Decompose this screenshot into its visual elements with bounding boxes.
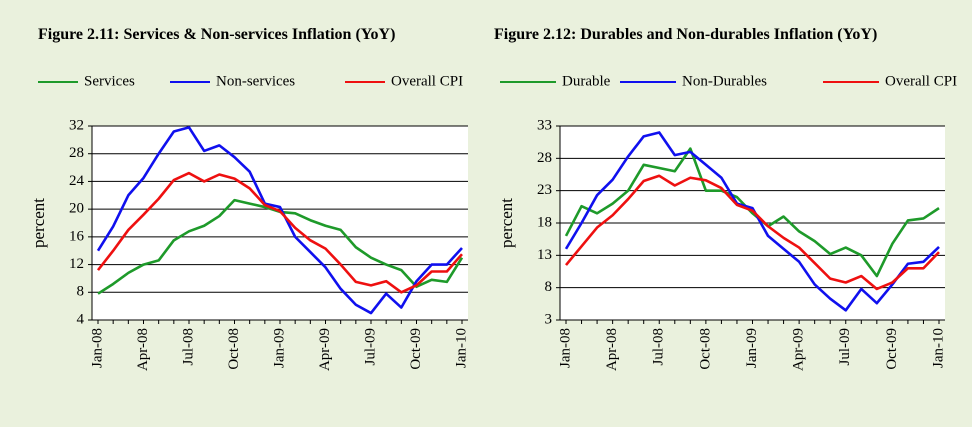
x-tick-label: Oct-08 (226, 328, 242, 370)
series-line (564, 147, 940, 278)
legend-label: Services (84, 73, 135, 89)
y-tick-label: 28 (69, 145, 84, 161)
y-tick-label: 13 (537, 247, 552, 263)
x-tick-label: Jan-10 (930, 328, 946, 368)
y-tick-label: 4 (77, 311, 85, 327)
series-line (564, 131, 940, 312)
y-tick-label: 8 (77, 284, 85, 300)
chart-title: Figure 2.12: Durables and Non-durables I… (494, 26, 878, 43)
x-tick-label: Jul-08 (651, 328, 667, 366)
series-line (564, 174, 940, 291)
y-tick-label: 16 (69, 228, 85, 244)
x-tick-label: Jan-10 (453, 328, 469, 368)
x-tick-label: Oct-08 (697, 328, 713, 370)
legend-label: Durable (562, 73, 611, 89)
y-tick-label: 20 (69, 201, 84, 217)
y-tick-label: 32 (69, 117, 84, 133)
legend-label: Non-services (216, 73, 295, 89)
x-tick-label: Apr-09 (317, 328, 333, 371)
x-tick-label: Jul-09 (362, 328, 378, 366)
legend-label: Overall CPI (885, 73, 957, 89)
y-tick-label: 3 (545, 311, 553, 327)
chart-title: Figure 2.11: Services & Non-services Inf… (38, 26, 396, 43)
x-tick-label: Jan-09 (271, 328, 287, 368)
y-axis-label: percent (29, 198, 48, 248)
legend-label: Overall CPI (391, 73, 463, 89)
y-tick-label: 12 (69, 256, 84, 272)
x-tick-label: Apr-08 (135, 328, 151, 371)
legend-label: Non-Durables (682, 73, 767, 89)
x-tick-label: Oct-09 (884, 328, 900, 370)
series-line (96, 171, 463, 294)
y-tick-label: 8 (545, 279, 553, 295)
x-tick-label: Apr-09 (791, 328, 807, 371)
y-tick-label: 23 (537, 182, 552, 198)
y-tick-label: 24 (69, 173, 85, 189)
x-tick-label: Jul-09 (837, 328, 853, 366)
y-tick-label: 28 (537, 150, 552, 166)
x-tick-label: Jul-08 (180, 328, 196, 366)
y-tick-label: 18 (537, 214, 552, 230)
x-tick-label: Jan-08 (89, 328, 105, 368)
x-tick-label: Jan-08 (557, 328, 573, 368)
x-tick-label: Jan-09 (744, 328, 760, 368)
series-line (96, 126, 463, 315)
x-tick-label: Oct-09 (408, 328, 424, 370)
y-tick-label: 33 (537, 117, 552, 133)
x-tick-label: Apr-08 (604, 328, 620, 371)
y-axis-label: percent (497, 198, 516, 248)
